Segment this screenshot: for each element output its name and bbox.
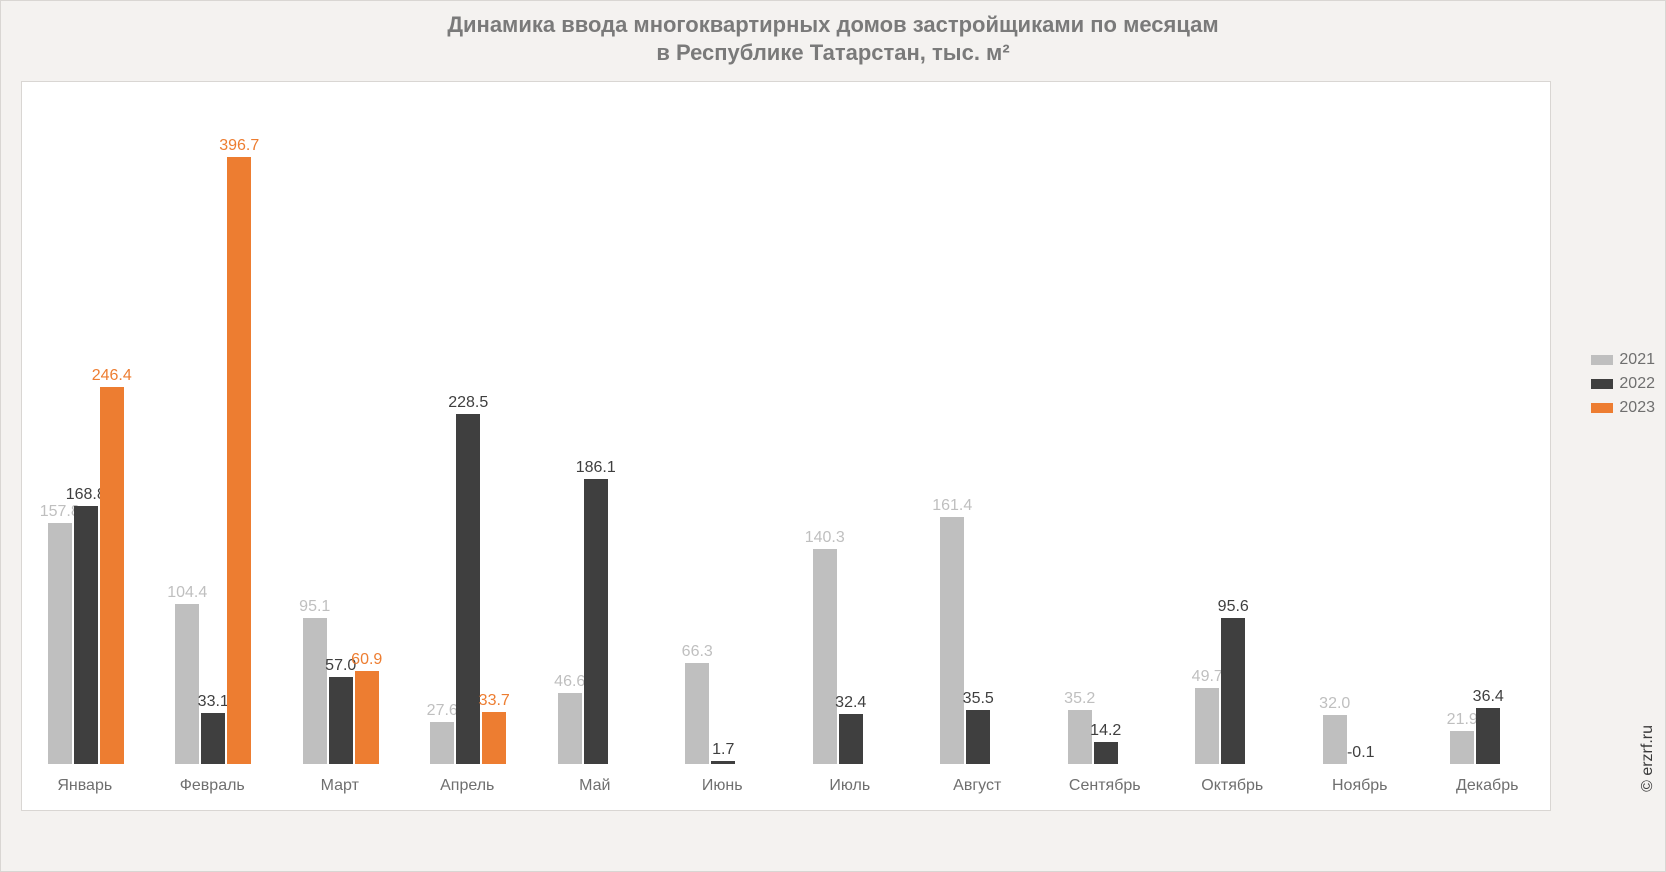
legend-swatch — [1591, 355, 1613, 365]
chart-title-line2: в Республике Татарстан, тыс. м² — [656, 40, 1009, 65]
bar-group: 157.8168.8246.4 — [48, 80, 124, 764]
x-axis-label: Октябрь — [1201, 777, 1263, 795]
bar: 140.3 — [813, 549, 837, 764]
bar: 32.4 — [839, 714, 863, 764]
legend-label: 2021 — [1619, 351, 1655, 369]
bar: 157.8 — [48, 523, 72, 764]
bar: 46.6 — [558, 693, 582, 764]
bar: 36.4 — [1476, 708, 1500, 764]
data-label: 33.1 — [198, 693, 229, 713]
data-label: 14.2 — [1090, 722, 1121, 742]
bar: 104.4 — [175, 604, 199, 764]
x-axis-label: Июнь — [702, 777, 743, 795]
legend-label: 2023 — [1619, 399, 1655, 417]
data-label: 396.7 — [219, 137, 259, 157]
bar: 168.8 — [74, 506, 98, 764]
data-label: 49.7 — [1192, 668, 1223, 688]
data-label: 33.7 — [479, 692, 510, 712]
bar: 33.7 — [482, 712, 506, 764]
bar: 35.5 — [966, 710, 990, 764]
bar: 161.4 — [940, 517, 964, 764]
data-label: 104.4 — [167, 584, 207, 604]
x-axis-label: Апрель — [440, 777, 494, 795]
bar: 33.1 — [201, 713, 225, 764]
legend-item: 2023 — [1591, 399, 1655, 417]
data-label: 246.4 — [92, 367, 132, 387]
data-label: -0.1 — [1347, 744, 1375, 764]
bar: 1.7 — [711, 761, 735, 764]
x-axis-label: Май — [579, 777, 610, 795]
bar-group: 21.936.4 — [1450, 80, 1526, 764]
bar-group: 35.214.2 — [1068, 80, 1144, 764]
bar: 57.0 — [329, 677, 353, 764]
x-axis-label: Август — [953, 777, 1001, 795]
chart-container: Динамика ввода многоквартирных домов зас… — [0, 0, 1666, 872]
data-label: 60.9 — [351, 651, 382, 671]
data-label: 95.6 — [1218, 598, 1249, 618]
bar-group: 161.435.5 — [940, 80, 1016, 764]
plot-inner: 157.8168.8246.4104.433.1396.795.157.060.… — [22, 82, 1550, 810]
data-label: 46.6 — [554, 673, 585, 693]
bar: 14.2 — [1094, 742, 1118, 764]
data-label: 186.1 — [576, 459, 616, 479]
chart-title-line1: Динамика ввода многоквартирных домов зас… — [447, 12, 1218, 37]
bar: 95.1 — [303, 618, 327, 764]
legend: 2021 2022 2023 — [1591, 351, 1655, 423]
data-label: 32.4 — [835, 694, 866, 714]
bar: 60.9 — [355, 671, 379, 764]
bar: 27.6 — [430, 722, 454, 764]
x-axis-label: Июль — [829, 777, 870, 795]
data-label: 66.3 — [682, 643, 713, 663]
data-label: 27.6 — [427, 702, 458, 722]
bar-group: 46.6186.1 — [558, 80, 634, 764]
bar: 95.6 — [1221, 618, 1245, 764]
data-label: 1.7 — [712, 741, 734, 761]
data-label: 95.1 — [299, 598, 330, 618]
data-label: 21.9 — [1447, 711, 1478, 731]
data-label: 32.0 — [1319, 695, 1350, 715]
credit-text: © erzrf.ru — [1639, 725, 1657, 792]
bar: 186.1 — [584, 479, 608, 764]
bar-group: 104.433.1396.7 — [175, 80, 251, 764]
legend-item: 2022 — [1591, 375, 1655, 393]
bar: 246.4 — [100, 387, 124, 764]
x-axis-label: Сентябрь — [1069, 777, 1141, 795]
legend-label: 2022 — [1619, 375, 1655, 393]
bar: 35.2 — [1068, 710, 1092, 764]
bar-group: 140.332.4 — [813, 80, 889, 764]
data-label: 35.2 — [1064, 690, 1095, 710]
bar: 228.5 — [456, 414, 480, 764]
legend-swatch — [1591, 379, 1613, 389]
bar-group: 95.157.060.9 — [303, 80, 379, 764]
data-label: 140.3 — [805, 529, 845, 549]
bar: 32.0 — [1323, 715, 1347, 764]
x-axis-label: Январь — [57, 777, 112, 795]
x-axis-label: Март — [321, 777, 359, 795]
x-axis-label: Ноябрь — [1332, 777, 1388, 795]
data-label: 35.5 — [963, 690, 994, 710]
bar-group: 32.0-0.1 — [1323, 80, 1399, 764]
chart-title: Динамика ввода многоквартирных домов зас… — [1, 11, 1665, 66]
x-axis-label: Февраль — [180, 777, 245, 795]
x-axis-label: Декабрь — [1456, 777, 1518, 795]
legend-swatch — [1591, 403, 1613, 413]
bar: 396.7 — [227, 157, 251, 764]
plot-area: 157.8168.8246.4104.433.1396.795.157.060.… — [21, 81, 1551, 811]
legend-item: 2021 — [1591, 351, 1655, 369]
bar: 66.3 — [685, 663, 709, 764]
bar-group: 49.795.6 — [1195, 80, 1271, 764]
bar-group: 66.31.7 — [685, 80, 761, 764]
bar: 21.9 — [1450, 731, 1474, 765]
data-label: 161.4 — [932, 497, 972, 517]
data-label: 36.4 — [1473, 688, 1504, 708]
bar-group: 27.6228.533.7 — [430, 80, 506, 764]
bar: 49.7 — [1195, 688, 1219, 764]
data-label: 228.5 — [448, 394, 488, 414]
